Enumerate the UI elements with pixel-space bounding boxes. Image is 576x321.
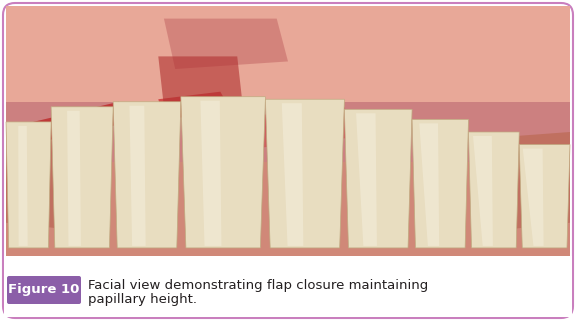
Polygon shape [282,103,304,246]
Polygon shape [51,107,113,248]
Polygon shape [473,136,493,246]
Polygon shape [215,107,355,152]
Polygon shape [6,102,570,162]
FancyBboxPatch shape [7,276,81,304]
Polygon shape [158,92,232,119]
Polygon shape [67,111,81,246]
Polygon shape [344,109,412,248]
Polygon shape [12,102,130,147]
Polygon shape [200,101,221,246]
Bar [4,256,572,317]
Polygon shape [412,119,468,248]
Polygon shape [266,99,344,248]
Bar [6,6,570,258]
Polygon shape [6,132,74,258]
Text: Facial view demonstrating flap closure maintaining: Facial view demonstrating flap closure m… [88,279,428,292]
Polygon shape [18,126,28,246]
Text: papillary height.: papillary height. [88,293,197,306]
Polygon shape [158,56,243,107]
Polygon shape [6,122,51,248]
Polygon shape [419,123,439,246]
Polygon shape [6,223,570,258]
Polygon shape [519,144,570,248]
Polygon shape [181,97,266,248]
Polygon shape [164,19,288,69]
Text: Figure 10: Figure 10 [8,283,79,297]
Polygon shape [130,106,146,246]
FancyBboxPatch shape [3,3,573,318]
Polygon shape [502,132,570,258]
Polygon shape [468,132,519,248]
Bar [6,6,570,144]
Polygon shape [113,102,181,248]
Polygon shape [356,113,377,246]
Polygon shape [523,149,544,246]
